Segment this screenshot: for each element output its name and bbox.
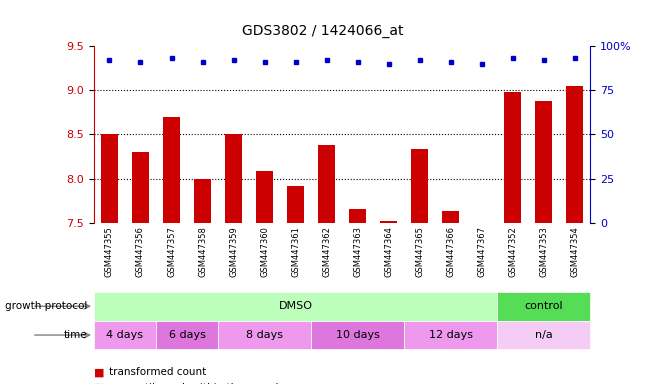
Bar [132, 152, 149, 223]
Text: GSM447354: GSM447354 [570, 226, 580, 277]
Text: ■: ■ [94, 383, 105, 384]
Text: control: control [525, 301, 563, 311]
Bar [318, 145, 336, 223]
Text: n/a: n/a [535, 330, 553, 340]
Text: GSM447357: GSM447357 [167, 226, 176, 277]
Text: GSM447362: GSM447362 [322, 226, 331, 277]
Bar [101, 134, 118, 223]
Text: transformed count: transformed count [109, 367, 206, 377]
Bar [411, 149, 428, 223]
Bar [497, 321, 590, 349]
Bar [256, 172, 273, 223]
Text: GSM447352: GSM447352 [509, 226, 517, 277]
Text: GSM447356: GSM447356 [136, 226, 145, 277]
Bar [94, 292, 497, 321]
Text: GSM447353: GSM447353 [539, 226, 548, 277]
Bar [287, 185, 304, 223]
Bar [163, 117, 180, 223]
Text: GSM447355: GSM447355 [105, 226, 114, 277]
Bar [156, 321, 218, 349]
Text: GSM447366: GSM447366 [446, 226, 456, 277]
Bar [225, 134, 242, 223]
Bar [497, 292, 590, 321]
Bar [566, 86, 584, 223]
Text: growth protocol: growth protocol [5, 301, 87, 311]
Text: percentile rank within the sample: percentile rank within the sample [109, 383, 285, 384]
Bar [218, 321, 311, 349]
Text: 12 days: 12 days [429, 330, 473, 340]
Text: GSM447361: GSM447361 [291, 226, 300, 277]
Text: GSM447358: GSM447358 [198, 226, 207, 277]
Bar [349, 210, 366, 223]
Text: time: time [64, 330, 87, 340]
Text: 10 days: 10 days [336, 330, 380, 340]
Bar [311, 321, 404, 349]
Text: 4 days: 4 days [107, 330, 144, 340]
Text: DMSO: DMSO [278, 301, 313, 311]
Text: GSM447363: GSM447363 [353, 226, 362, 277]
Text: GSM447360: GSM447360 [260, 226, 269, 277]
Bar [535, 101, 552, 223]
Bar [194, 179, 211, 223]
Text: GSM447367: GSM447367 [477, 226, 486, 277]
Text: GSM447364: GSM447364 [384, 226, 393, 277]
Text: GDS3802 / 1424066_at: GDS3802 / 1424066_at [242, 25, 403, 38]
Text: 8 days: 8 days [246, 330, 283, 340]
Bar [404, 321, 497, 349]
Bar [380, 221, 397, 223]
Bar [505, 92, 521, 223]
Text: GSM447359: GSM447359 [229, 226, 238, 277]
Text: GSM447365: GSM447365 [415, 226, 424, 277]
Bar [94, 321, 156, 349]
Text: ■: ■ [94, 367, 105, 377]
Text: 6 days: 6 days [168, 330, 205, 340]
Bar [442, 211, 460, 223]
